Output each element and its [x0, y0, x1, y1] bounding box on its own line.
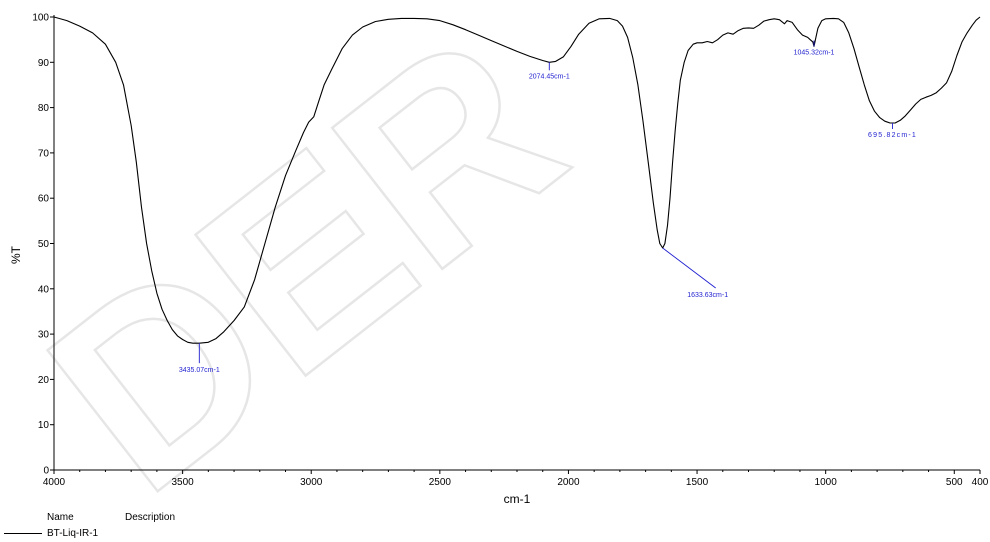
series-layer — [53, 16, 981, 344]
peak-marker — [662, 247, 716, 289]
y-tick-label: 90 — [38, 58, 50, 69]
x-tick-label: 4000 — [43, 477, 66, 488]
y-tick-label: 10 — [38, 420, 50, 431]
peak-label: 1633.63cm-1 — [687, 292, 728, 299]
axes: 0 10 20 30 40 50 60 70 80 90 100 4000 3500 3000 2500 20… — [32, 13, 988, 489]
peak-annotations: 3435.07cm-1 2074.45cm-1 1633.63cm-1 1045.32… — [179, 40, 917, 374]
y-tick-label: 0 — [43, 466, 49, 477]
y-tick-label: 100 — [32, 13, 49, 24]
x-tick-label: 2000 — [557, 477, 580, 488]
spectrum-line — [53, 16, 981, 344]
legend-series-name: BT-Liq-IR-1 — [47, 528, 99, 539]
watermark: DER — [0, 0, 612, 510]
peak-label: 3435.07cm-1 — [179, 367, 220, 374]
peak-label: 1045.32cm-1 — [794, 49, 835, 56]
y-axis-label: %T — [9, 245, 23, 264]
y-tick-label: 30 — [38, 330, 50, 341]
x-tick-label: 3000 — [300, 477, 323, 488]
x-tick-label: 1000 — [815, 477, 838, 488]
x-tick-label: 1500 — [686, 477, 709, 488]
x-tick-label: 2500 — [429, 477, 452, 488]
legend: Name Description BT-Liq-IR-1 — [0, 508, 300, 542]
peak-label: 695.82cm-1 — [868, 132, 917, 139]
x-axis-label: cm-1 — [504, 492, 531, 506]
x-tick-label: 3500 — [171, 477, 194, 488]
y-tick-label: 40 — [38, 284, 50, 295]
legend-description-header: Description — [125, 512, 176, 523]
y-tick-label: 80 — [38, 103, 50, 114]
legend-series-swatch — [4, 533, 42, 534]
y-tick-label: 50 — [38, 239, 50, 250]
x-tick-label: 500 — [946, 477, 963, 488]
y-tick-label: 20 — [38, 375, 50, 386]
peak-label: 2074.45cm-1 — [529, 73, 570, 80]
legend-name-header: Name — [47, 512, 74, 523]
y-tick-label: 70 — [38, 148, 50, 159]
y-tick-label: 60 — [38, 194, 50, 205]
watermark-text: DER — [0, 0, 612, 510]
x-tick-label: 400 — [972, 477, 989, 488]
ir-spectrum-chart: DER 0 10 20 30 40 50 60 70 80 90 100 4000 3500 3000 25… — [0, 0, 989, 510]
